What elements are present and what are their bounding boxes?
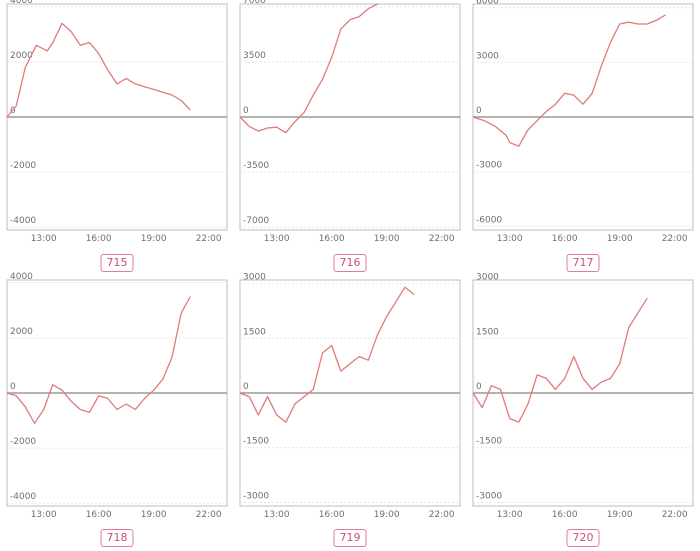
chart-svg: 6000 3000 0 -3000 -6000 13:00 16:00 19:00 22:00 bbox=[472, 0, 694, 244]
chart-svg: 3000 1500 0 -1500 -3000 13:00 16:00 19:00 22:00 bbox=[472, 273, 694, 520]
chart-717: 6000 3000 0 -3000 -6000 13:00 16:00 19:00 22:00 7… bbox=[466, 0, 700, 276]
chart-id-badge: 718 bbox=[100, 529, 134, 547]
y-tick-label: -3500 bbox=[243, 161, 269, 171]
x-tick-label: 16:00 bbox=[86, 234, 112, 244]
y-tick-label: 6000 bbox=[476, 0, 499, 7]
y-tick-label: 0 bbox=[243, 382, 249, 392]
series-line bbox=[472, 297, 648, 423]
x-tick-label: 13:00 bbox=[264, 234, 290, 244]
x-tick-label: 22:00 bbox=[196, 234, 222, 244]
chart-id-badge: 720 bbox=[566, 529, 600, 547]
chart-id-badge: 719 bbox=[333, 529, 367, 547]
y-tick-label: -6000 bbox=[476, 215, 502, 225]
x-tick-label: 19:00 bbox=[141, 510, 167, 520]
y-tick-label: -4000 bbox=[10, 492, 36, 502]
chart-svg: 7000 3500 0 -3500 -7000 13:00 16:00 19:00 22:00 bbox=[239, 0, 461, 244]
series-line bbox=[239, 286, 415, 423]
chart-svg: 4000 2000 0 -2000 -4000 13:00 16:00 19:00 22:00 bbox=[6, 272, 228, 520]
x-tick-label: 22:00 bbox=[429, 234, 455, 244]
y-tick-label: 3000 bbox=[476, 273, 499, 283]
x-tick-label: 16:00 bbox=[319, 234, 345, 244]
x-tick-label: 16:00 bbox=[319, 510, 345, 520]
y-tick-label: 4000 bbox=[10, 0, 33, 6]
x-tick-label: 19:00 bbox=[141, 234, 167, 244]
x-tick-label: 22:00 bbox=[662, 510, 688, 520]
x-tick-label: 22:00 bbox=[196, 510, 222, 520]
y-tick-label: -4000 bbox=[10, 216, 36, 226]
y-tick-label: -7000 bbox=[243, 216, 269, 226]
y-tick-label: -2000 bbox=[10, 437, 36, 447]
y-tick-label: -3000 bbox=[476, 161, 502, 171]
chart-id-badge: 717 bbox=[566, 254, 600, 272]
y-tick-label: 2000 bbox=[10, 51, 33, 61]
chart-715: 4000 2000 0 -2000 -4000 13:00 16:00 19:00 22:00 7… bbox=[0, 0, 233, 276]
x-tick-label: 19:00 bbox=[374, 510, 400, 520]
x-tick-label: 19:00 bbox=[374, 234, 400, 244]
x-tick-label: 13:00 bbox=[31, 234, 57, 244]
y-tick-label: 2000 bbox=[10, 327, 33, 337]
chart-716: 7000 3500 0 -3500 -7000 13:00 16:00 19:00 22:00 7… bbox=[233, 0, 466, 276]
y-tick-label: 3000 bbox=[243, 273, 266, 283]
y-tick-label: 0 bbox=[243, 106, 249, 116]
x-tick-label: 22:00 bbox=[429, 510, 455, 520]
x-tick-label: 16:00 bbox=[552, 510, 578, 520]
series-line bbox=[472, 14, 666, 147]
chart-719: 3000 1500 0 -1500 -3000 13:00 16:00 19:00 22:00 7… bbox=[233, 273, 466, 551]
x-tick-label: 19:00 bbox=[607, 234, 633, 244]
y-tick-label: -3000 bbox=[243, 491, 269, 501]
chart-svg: 3000 1500 0 -1500 -3000 13:00 16:00 19:00 22:00 bbox=[239, 273, 461, 520]
series-line bbox=[6, 296, 191, 424]
x-tick-label: 13:00 bbox=[264, 510, 290, 520]
x-tick-label: 19:00 bbox=[607, 510, 633, 520]
y-tick-label: 3500 bbox=[243, 51, 266, 61]
y-tick-label: -3000 bbox=[476, 491, 502, 501]
chart-id-badge: 716 bbox=[333, 254, 367, 272]
y-tick-label: 7000 bbox=[243, 0, 266, 6]
x-tick-label: 22:00 bbox=[662, 234, 688, 244]
y-tick-label: 4000 bbox=[10, 272, 33, 282]
y-tick-label: -2000 bbox=[10, 161, 36, 171]
y-tick-label: 0 bbox=[476, 382, 482, 392]
chart-id-badge: 715 bbox=[100, 254, 134, 272]
y-tick-label: -1500 bbox=[476, 437, 502, 447]
series-line bbox=[239, 3, 378, 134]
y-tick-label: 1500 bbox=[243, 327, 266, 337]
y-tick-label: 1500 bbox=[476, 327, 499, 337]
chart-718: 4000 2000 0 -2000 -4000 13:00 16:00 19:00 22:00 7… bbox=[0, 272, 233, 551]
y-tick-label: 0 bbox=[476, 106, 482, 116]
y-tick-label: 0 bbox=[10, 382, 16, 392]
chart-720: 3000 1500 0 -1500 -3000 13:00 16:00 19:00 22:00 7… bbox=[466, 273, 700, 551]
y-tick-label: 3000 bbox=[476, 51, 499, 61]
x-tick-label: 13:00 bbox=[497, 510, 523, 520]
x-tick-label: 13:00 bbox=[31, 510, 57, 520]
x-tick-label: 13:00 bbox=[497, 234, 523, 244]
x-tick-label: 16:00 bbox=[552, 234, 578, 244]
x-tick-label: 16:00 bbox=[86, 510, 112, 520]
y-tick-label: -1500 bbox=[243, 437, 269, 447]
chart-svg: 4000 2000 0 -2000 -4000 13:00 16:00 19:00 22:00 bbox=[6, 0, 228, 244]
y-tick-label: 0 bbox=[10, 106, 16, 116]
series-line bbox=[6, 22, 191, 118]
